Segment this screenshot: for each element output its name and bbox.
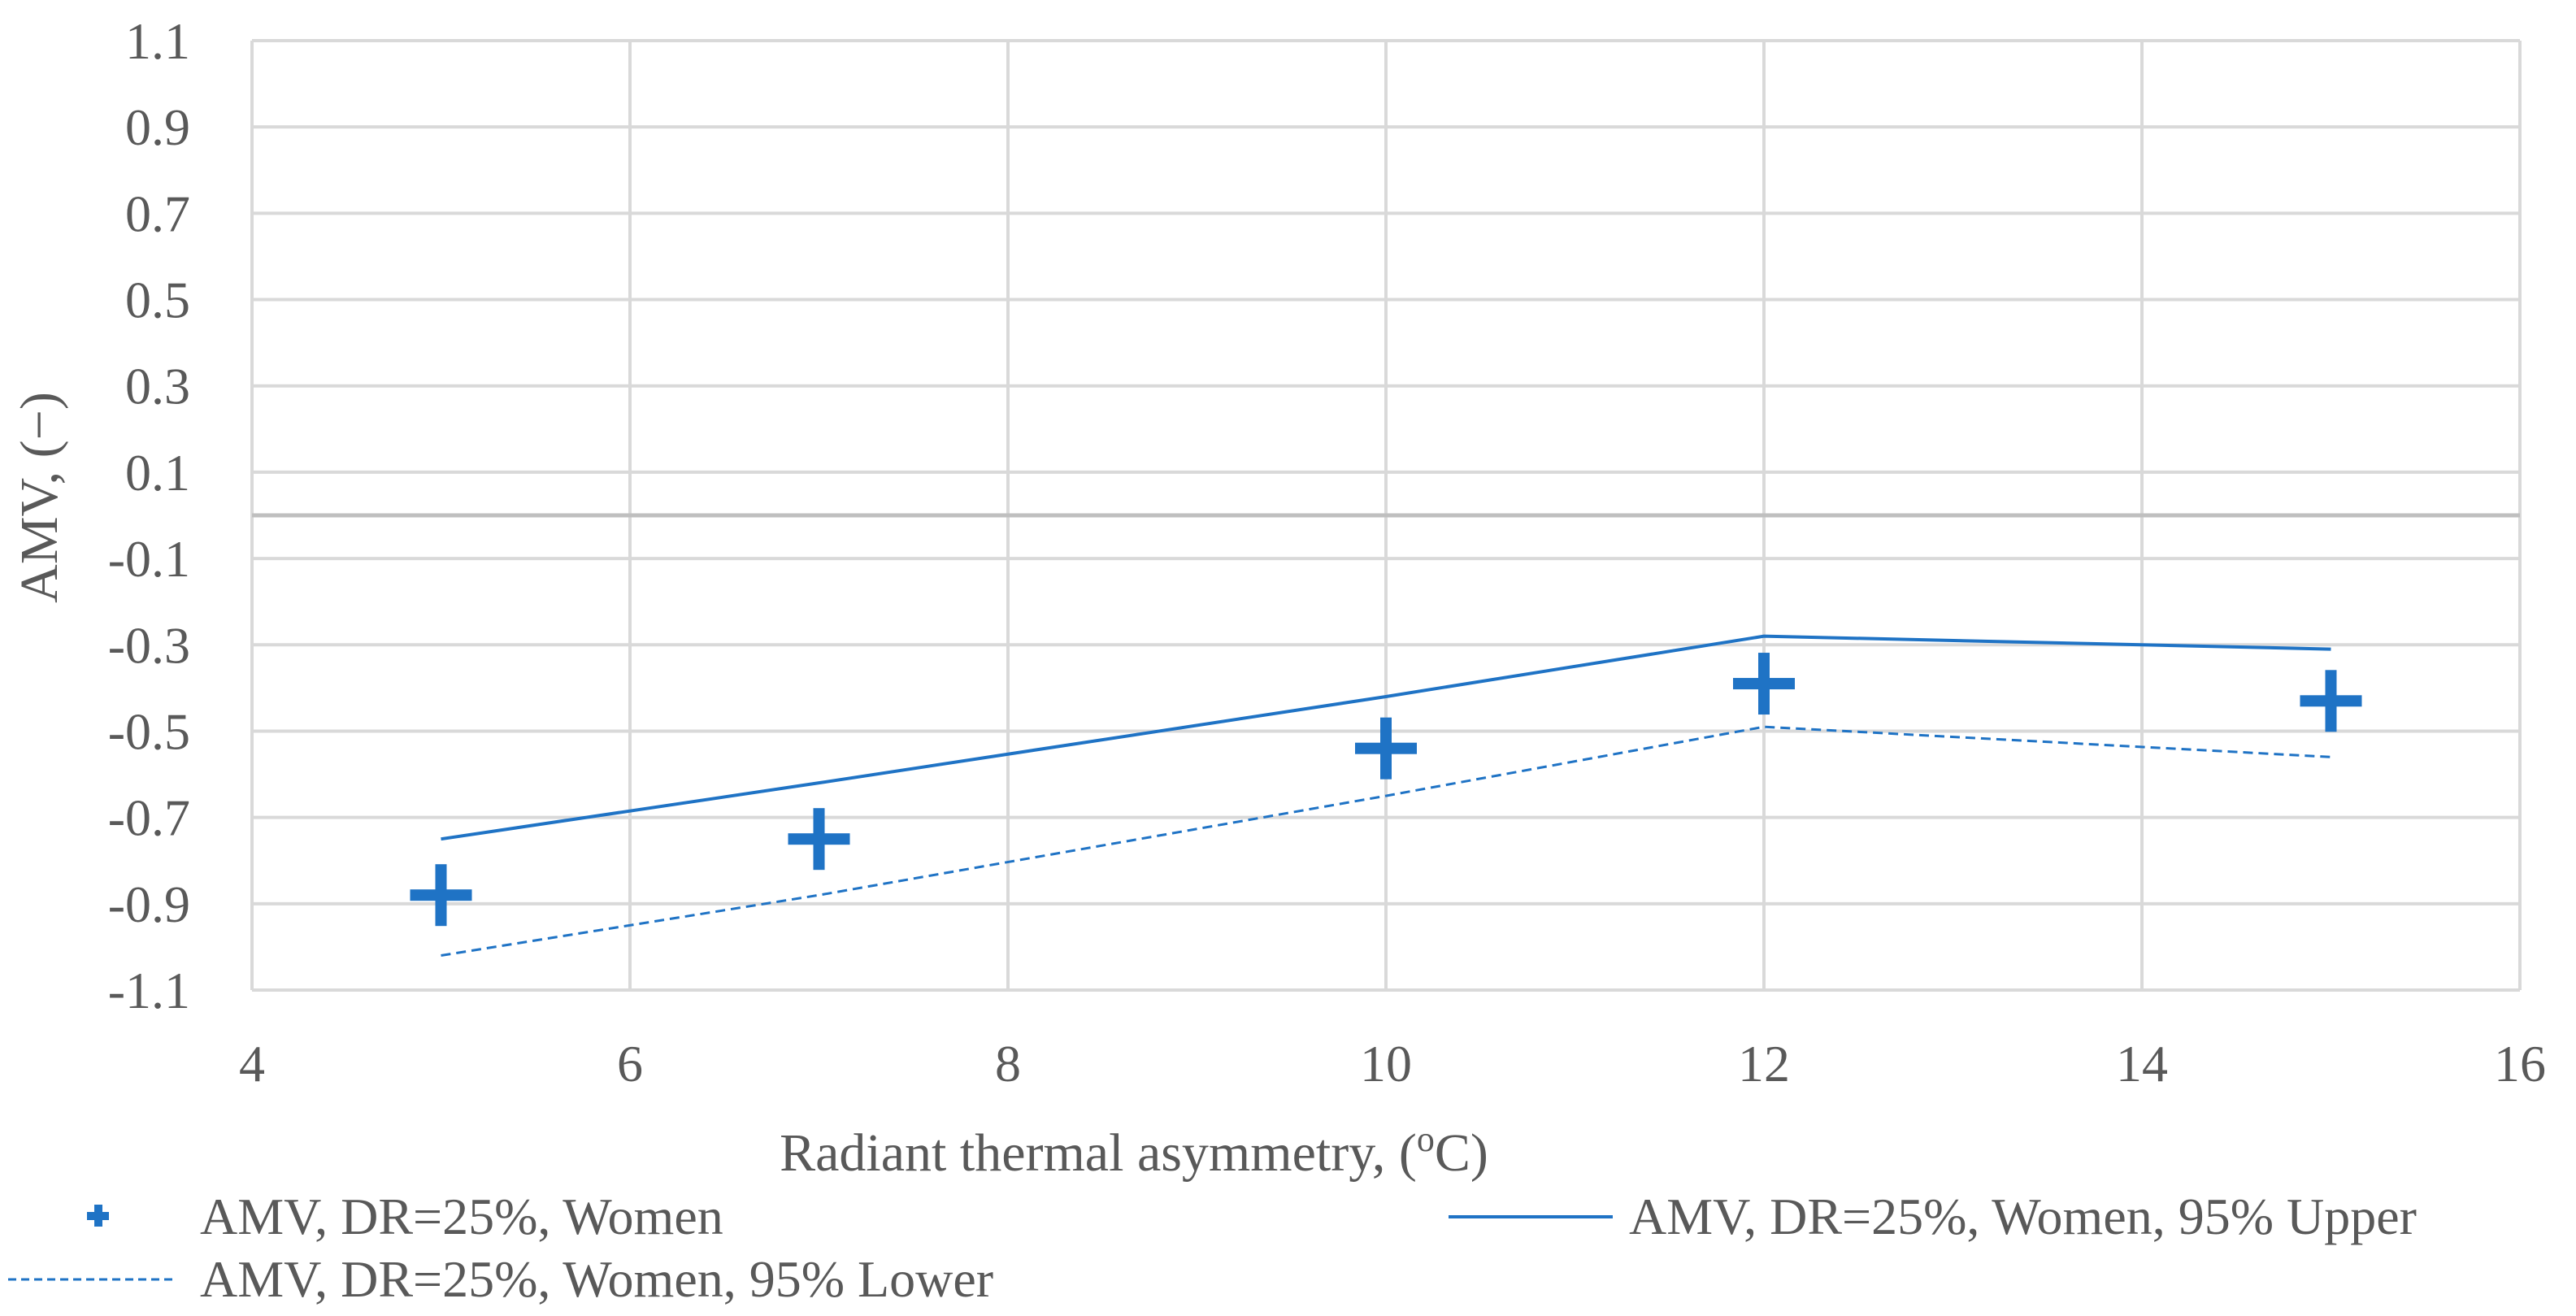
data-point-plus (1733, 653, 1795, 715)
y-tick-label: 1.1 (125, 12, 190, 70)
plot-series (410, 634, 2362, 958)
y-tick-label: -1.1 (108, 962, 190, 1019)
y-tick-label: 0.5 (125, 271, 190, 329)
x-tick-label: 14 (2116, 1035, 2168, 1092)
x-tick-label: 12 (1738, 1035, 1790, 1092)
y-tick-label: -0.3 (108, 616, 190, 674)
legend-label-upper: AMV, DR=25%, Women, 95% Upper (1629, 1188, 2417, 1245)
x-tick-label: 4 (239, 1035, 265, 1092)
x-tick-label: 6 (617, 1035, 643, 1092)
x-axis-title-main: Radiant thermal asymmetry, ( (780, 1123, 1417, 1183)
legend-item-lower[interactable]: AMV, DR=25%, Women, 95% Lower (8, 1250, 993, 1308)
tick-labels: 1.1 0.9 0.7 0.5 0.3 0.1 -0.1 -0.3 -0.5 -0.7 -0.9 -1… (108, 12, 2546, 1092)
grid-lines (250, 39, 2522, 992)
legend-item-women[interactable]: AMV, DR=25%, Women (87, 1188, 723, 1245)
data-point-plus (2300, 670, 2362, 732)
x-axis-title-superscript: o (1417, 1119, 1435, 1159)
legend-label-women: AMV, DR=25%, Women (200, 1188, 723, 1245)
y-tick-label: -0.1 (108, 530, 190, 588)
data-point-plus (410, 864, 472, 927)
data-point-plus (1355, 717, 1417, 780)
legend: AMV, DR=25%, Women AMV, DR=25%, Women, 9… (8, 1188, 2417, 1308)
legend-marker-plus-icon (87, 1205, 109, 1227)
x-tick-label: 10 (1360, 1035, 1412, 1092)
y-axis-title: AMV, (−) (10, 392, 69, 603)
y-tick-label: 0.3 (125, 358, 190, 415)
data-point-plus (788, 808, 850, 871)
y-tick-label: -0.5 (108, 702, 190, 760)
x-axis-title-suffix: C) (1435, 1123, 1488, 1183)
y-tick-label: 0.9 (125, 98, 190, 156)
legend-label-lower: AMV, DR=25%, Women, 95% Lower (200, 1250, 993, 1308)
x-tick-label: 8 (995, 1035, 1021, 1092)
x-tick-label: 16 (2494, 1035, 2546, 1092)
legend-item-upper[interactable]: AMV, DR=25%, Women, 95% Upper (1449, 1188, 2417, 1245)
y-tick-label: -0.7 (108, 789, 190, 847)
x-axis-title: Radiant thermal asymmetry, (oC) (780, 1119, 1488, 1183)
y-tick-label: 0.7 (125, 185, 190, 242)
series-upper-line (441, 634, 2331, 841)
y-tick-label: -0.9 (108, 875, 190, 933)
series-lower-line (441, 725, 2331, 958)
y-tick-label: 0.1 (125, 444, 190, 502)
